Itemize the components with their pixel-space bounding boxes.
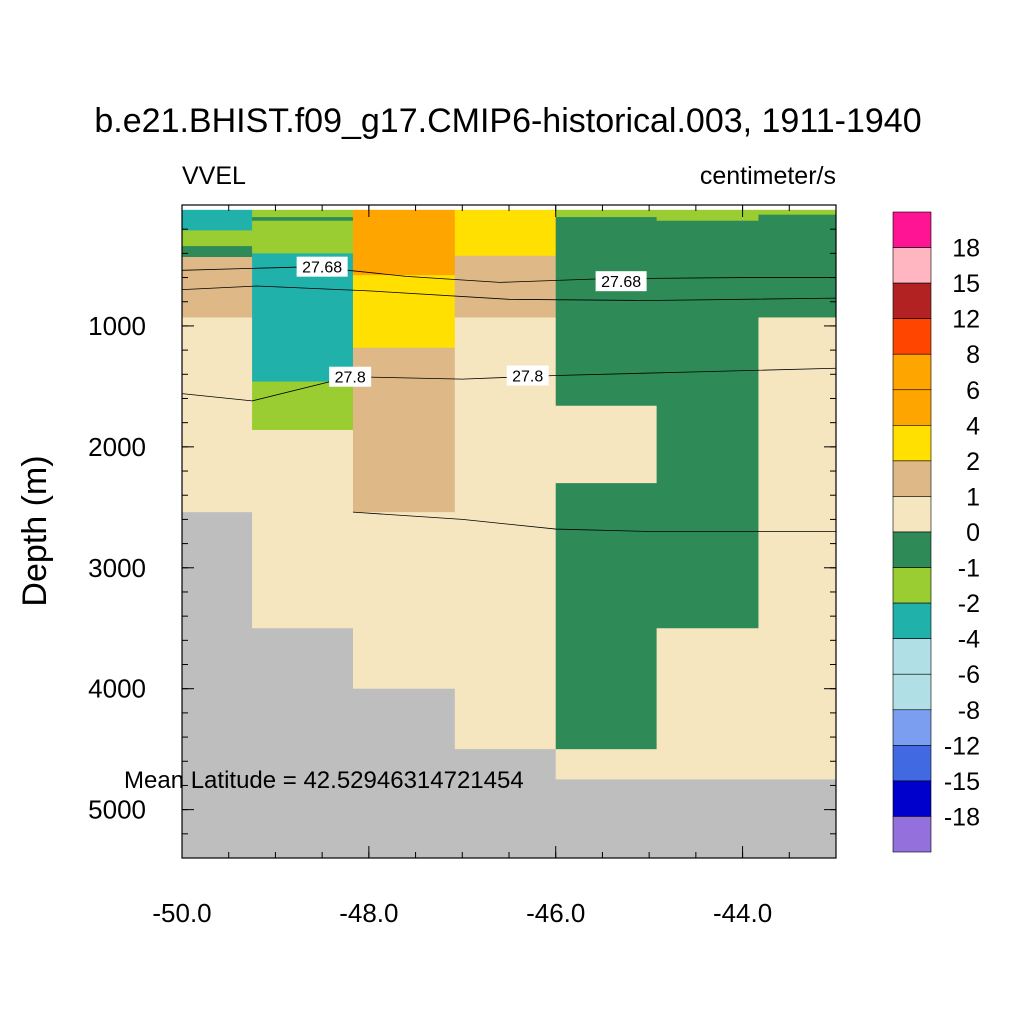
cell-col2-0 bbox=[352, 209, 456, 276]
colorbar-label-11: -4 bbox=[958, 626, 980, 654]
cell-col3-1 bbox=[454, 255, 557, 318]
colorbar-box-11 bbox=[892, 602, 932, 639]
cell-col1-5 bbox=[252, 429, 354, 629]
units-label: centimeter/s bbox=[700, 162, 836, 190]
cell-col2-4 bbox=[352, 688, 456, 859]
x-tick-label-1: -48.0 bbox=[339, 898, 398, 928]
x-tick-label-3: -44.0 bbox=[713, 898, 772, 928]
mean-latitude-annotation: Mean Latitude = 42.52946314721454 bbox=[124, 767, 524, 794]
cell-col5-1 bbox=[656, 220, 759, 629]
y-tick-label-1: 2000 bbox=[88, 432, 146, 462]
contour-label-box-2-1 bbox=[506, 365, 549, 386]
contour-label-2-1: 27.8 bbox=[512, 369, 543, 386]
cell-col3-0 bbox=[454, 209, 557, 257]
contour-label-0-1: 27.68 bbox=[601, 274, 641, 291]
y-tick-label-0: 1000 bbox=[88, 311, 146, 341]
colorbar-label-9: -1 bbox=[958, 555, 980, 583]
y-tick-label-3: 4000 bbox=[88, 674, 146, 704]
colorbar-box-9 bbox=[892, 531, 932, 568]
cell-col5-0 bbox=[656, 209, 759, 222]
variable-label: VVEL bbox=[182, 162, 246, 190]
y-axis-label: Depth (m) bbox=[16, 455, 54, 606]
contour-line-1 bbox=[181, 285, 837, 301]
colorbar-label-4: 6 bbox=[966, 377, 980, 405]
colorbar-label-2: 12 bbox=[952, 306, 980, 334]
colorbar-box-6 bbox=[892, 425, 932, 462]
plot-cells bbox=[182, 209, 837, 859]
cell-col2-3 bbox=[352, 512, 456, 690]
colorbar-label-13: -8 bbox=[958, 697, 980, 725]
cell-col4-0 bbox=[555, 209, 658, 218]
cell-col0-1 bbox=[182, 230, 253, 247]
colorbar-box-1 bbox=[892, 247, 932, 284]
cell-col0-3 bbox=[182, 256, 253, 318]
colorbar-label-15: -15 bbox=[944, 768, 980, 796]
cell-col0-0 bbox=[182, 209, 253, 231]
cell-col1-0 bbox=[252, 209, 354, 218]
colorbar: 18 15 12 8 6 4 2 1 0 -1 -2 -4 -6 -8 -12 -15 -18 bbox=[892, 211, 980, 853]
colorbar-box-2 bbox=[892, 282, 932, 319]
cell-col6-0 bbox=[758, 209, 837, 216]
colorbar-box-4 bbox=[892, 353, 932, 391]
colorbar-label-1: 15 bbox=[952, 270, 980, 298]
colorbar-label-0: 18 bbox=[952, 235, 980, 263]
colorbar-label-7: 1 bbox=[966, 483, 980, 511]
cell-col1-6 bbox=[252, 628, 354, 859]
cell-col1-2 bbox=[252, 220, 354, 254]
cell-col3-2 bbox=[454, 317, 557, 750]
cell-col1-4 bbox=[252, 381, 354, 431]
cell-col5-2 bbox=[656, 628, 759, 780]
colorbar-box-3 bbox=[892, 318, 932, 355]
cell-col6-1 bbox=[758, 214, 837, 318]
cell-col5-3 bbox=[656, 779, 759, 859]
cell-col2-1 bbox=[352, 275, 456, 349]
contour-line-3 bbox=[352, 511, 836, 532]
colorbar-label-5: 4 bbox=[966, 412, 980, 440]
colorbar-box-7 bbox=[892, 460, 932, 497]
colorbar-label-6: 2 bbox=[966, 448, 980, 476]
colorbar-label-8: 0 bbox=[966, 519, 980, 547]
y-tick-label-4: 5000 bbox=[88, 795, 146, 825]
contour-line-2 bbox=[181, 367, 837, 402]
colorbar-box-15 bbox=[892, 745, 932, 782]
cell-col1-1 bbox=[252, 217, 354, 222]
colorbar-box-5 bbox=[892, 389, 932, 426]
contour-label-box-0-1 bbox=[595, 271, 647, 292]
y-tick-label-2: 3000 bbox=[88, 553, 146, 583]
colorbar-box-10 bbox=[892, 567, 932, 604]
colorbar-box-12 bbox=[892, 638, 932, 675]
cell-col4-4 bbox=[555, 749, 658, 780]
cell-col4-3 bbox=[555, 483, 658, 750]
colorbar-label-3: 8 bbox=[966, 341, 980, 369]
density-contours: 27.68 27.68 27.8 27.8 bbox=[181, 256, 837, 532]
colorbar-label-12: -6 bbox=[958, 661, 980, 689]
colorbar-box-8 bbox=[892, 496, 932, 533]
cell-col3-3 bbox=[454, 749, 557, 859]
cell-col4-5 bbox=[555, 779, 658, 859]
colorbar-box-13 bbox=[892, 673, 932, 711]
colorbar-box-17 bbox=[892, 816, 932, 853]
cell-col0-4 bbox=[182, 317, 253, 513]
colorbar-box-0 bbox=[892, 211, 932, 248]
colorbar-label-10: -2 bbox=[958, 590, 980, 618]
contour-label-box-0-0 bbox=[296, 256, 348, 277]
contour-label-2-0: 27.8 bbox=[335, 370, 366, 387]
cell-col6-3 bbox=[758, 779, 837, 859]
colorbar-label-14: -12 bbox=[944, 732, 980, 760]
cell-col0-5 bbox=[182, 512, 253, 859]
contour-label-box-2-0 bbox=[329, 366, 372, 387]
contour-label-0-0: 27.68 bbox=[302, 260, 342, 277]
cell-col0-2 bbox=[182, 246, 253, 258]
colorbar-box-16 bbox=[892, 780, 932, 817]
plot-axes: -50.0 -48.0 -46.0 -44.0 1000 2000 3000 4000 5000 bbox=[88, 204, 837, 928]
colorbar-box-14 bbox=[892, 709, 932, 746]
x-tick-label-2: -46.0 bbox=[526, 898, 585, 928]
chart-title: b.e21.BHIST.f09_g17.CMIP6-historical.003… bbox=[94, 102, 921, 140]
cell-col4-1 bbox=[555, 217, 658, 407]
cell-col4-2 bbox=[555, 405, 658, 484]
cell-col6-2 bbox=[758, 317, 837, 780]
colorbar-label-16: -18 bbox=[944, 803, 980, 831]
x-tick-label-0: -50.0 bbox=[152, 898, 211, 928]
